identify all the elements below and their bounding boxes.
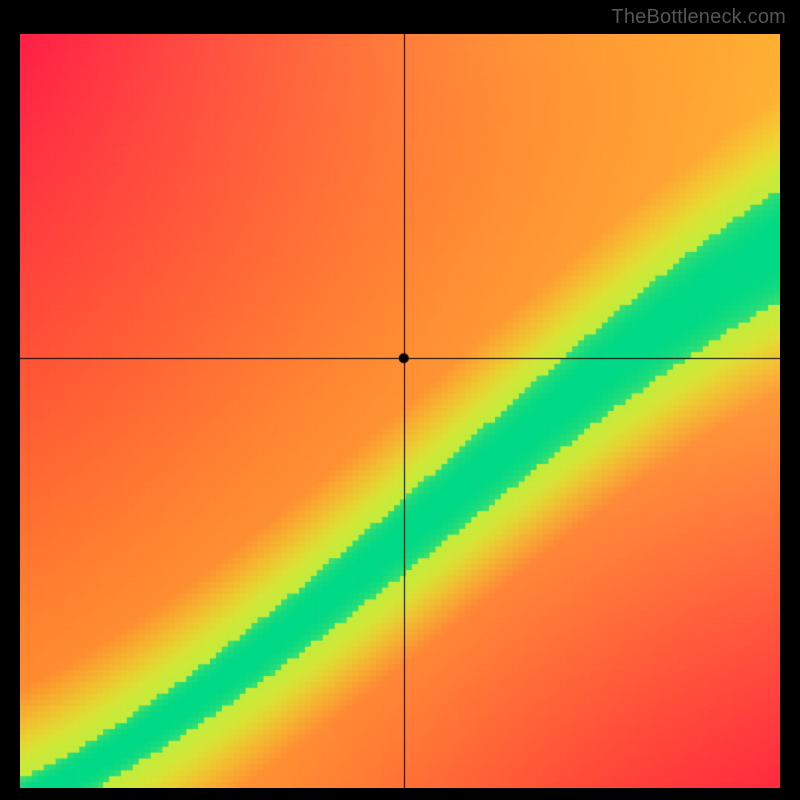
watermark-label: TheBottleneck.com	[611, 6, 786, 29]
chart-stage: TheBottleneck.com	[0, 0, 800, 800]
heatmap-plot	[20, 34, 780, 788]
heatmap-canvas	[20, 34, 780, 788]
